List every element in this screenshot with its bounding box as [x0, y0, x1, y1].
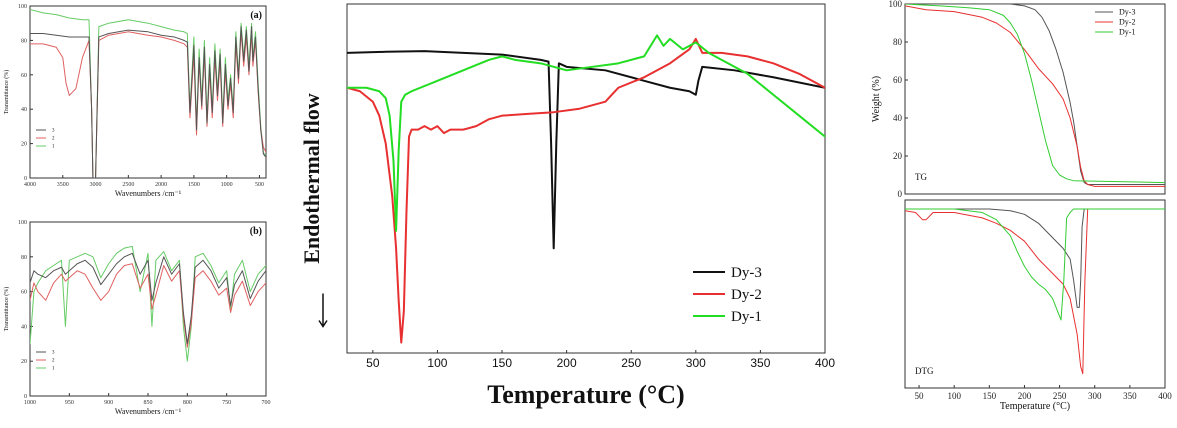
series-line-dy-1 [905, 208, 1165, 321]
legend-label-dy-1: Dy-1 [731, 309, 762, 325]
x-tick-label: 2000 [155, 182, 167, 188]
x-tick-label: 350 [750, 356, 770, 370]
x-tick-label: 300 [686, 356, 706, 370]
legend-label-dy-2: Dy-2 [731, 287, 762, 303]
series-line-dy-2 [347, 37, 825, 344]
y-tick-label: 80 [21, 255, 27, 261]
x-tick-label: 900 [104, 400, 113, 406]
x-tick-label: 500 [255, 182, 264, 188]
chart-dtg: 50 100 150 200 250 300 350 400 Temperature (°C) D… [904, 199, 1172, 412]
y-tick-label: 60 [21, 73, 27, 79]
x-tick-label: 300 [1088, 391, 1102, 401]
y-axis-label: Weight (%) [871, 76, 882, 122]
x-tick-label: 100 [947, 391, 961, 401]
y-tick-label: 100 [18, 4, 27, 10]
x-tick-label: 2500 [122, 182, 134, 188]
x-tick-label: 3000 [90, 182, 102, 188]
legend-label-2: 2 [52, 359, 55, 364]
legend-label-3: 3 [52, 129, 55, 134]
y-tick-label: 100 [18, 220, 27, 226]
series-line-dy-3 [905, 4, 1165, 185]
x-tick-label: 250 [1053, 391, 1067, 401]
y-tick-label: 0 [898, 189, 903, 199]
y-tick-label: 80 [21, 38, 27, 44]
series-line-dy-1 [905, 4, 1165, 184]
x-axis-label: Wavenumbers /cm⁻¹ [115, 189, 182, 198]
x-tick-label: 350 [1123, 391, 1137, 401]
panel-label: TG [915, 172, 927, 182]
legend-label-3: 3 [52, 351, 55, 356]
series-line-2 [30, 263, 266, 348]
y-tick-label: 20 [21, 142, 27, 148]
y-tick-label: 20 [21, 359, 27, 365]
series-line-dy-1 [347, 34, 825, 232]
panel-label: (a) [250, 10, 262, 21]
series-line-dy-2 [905, 208, 1165, 375]
y-tick-label: 60 [21, 290, 27, 296]
series-line-2 [30, 31, 266, 178]
x-tick-label: 3500 [57, 182, 69, 188]
legend-label-dy-3: Dy-3 [731, 265, 762, 281]
x-tick-label: 200 [1018, 391, 1032, 401]
x-tick-label: 700 [262, 400, 271, 406]
endotherm-arrow-head [318, 320, 328, 328]
x-tick-label: 4000 [24, 182, 36, 188]
series-line-dy-2 [905, 5, 1165, 187]
x-tick-label: 100 [427, 356, 447, 370]
y-axis-label: Endothermal flow [299, 93, 324, 264]
series-line-3 [30, 252, 266, 345]
legend-label-1: 1 [52, 367, 55, 372]
panel-label: (b) [250, 226, 262, 237]
y-tick-label: 100 [889, 0, 903, 9]
x-tick-label: 800 [183, 400, 192, 406]
x-axis-label: Wavenumbers /cm⁻¹ [115, 407, 182, 416]
x-tick-label: 750 [222, 400, 231, 406]
y-tick-label: 0 [24, 176, 27, 182]
y-tick-label: 60 [893, 75, 903, 85]
x-tick-label: 400 [1158, 391, 1172, 401]
y-tick-label: 40 [21, 324, 27, 330]
x-tick-label: 50 [915, 391, 925, 401]
legend-label-dy-1: Dy-1 [1119, 28, 1135, 37]
legend-label-1: 1 [52, 145, 55, 150]
x-axis-label: Temperature (°C) [1000, 401, 1070, 412]
series-line-1 [30, 245, 266, 362]
y-tick-label: 40 [21, 107, 27, 113]
y-axis-label: Transmittance (%) [3, 70, 10, 115]
series-line-dy-3 [347, 50, 825, 250]
y-tick-label: 0 [24, 394, 27, 400]
chart-ir_b: 1000 950 900 850 800 750 700 0 20 40 60 80 100 Wavenu… [3, 220, 271, 416]
legend-label-dy-3: Dy-3 [1119, 8, 1135, 17]
x-tick-label: 950 [65, 400, 74, 406]
x-axis-label: Temperature (°C) [487, 380, 684, 409]
x-tick-label: 400 [815, 356, 835, 370]
x-tick-label: 150 [983, 391, 997, 401]
y-axis-label: Transmittance (%) [3, 287, 10, 332]
x-tick-label: 150 [492, 356, 512, 370]
series-line-dy-3 [905, 208, 1165, 308]
y-tick-label: 80 [893, 37, 903, 47]
x-tick-label: 250 [621, 356, 641, 370]
chart-tg: 0 20 40 60 80 100 Weight (%) TG Dy-3Dy-2Dy-1 [871, 0, 1166, 199]
legend-label-2: 2 [52, 137, 55, 142]
plot-frame [904, 3, 1166, 195]
x-tick-label: 1500 [188, 182, 200, 188]
x-tick-label: 1000 [24, 400, 36, 406]
x-tick-label: 850 [144, 400, 153, 406]
x-tick-label: 200 [557, 356, 577, 370]
chart-ir_a: 4000 3500 3000 2500 2000 1500 1000 500 0 20 40 60 80… [3, 4, 267, 198]
plot-frame [904, 199, 1166, 389]
y-tick-label: 40 [893, 113, 903, 123]
panel-label: DTG [915, 366, 934, 376]
x-tick-label: 1000 [221, 182, 233, 188]
series-line-3 [30, 26, 266, 178]
y-tick-label: 20 [893, 151, 903, 161]
plot-frame [346, 3, 826, 354]
chart-dsc: 50 100 150 200 250 300 350 400 Temperature (°C) E… [299, 3, 835, 409]
plot-frame [29, 5, 267, 179]
legend-label-dy-2: Dy-2 [1119, 18, 1135, 27]
x-tick-label: 50 [366, 356, 380, 370]
series-line-1 [30, 8, 266, 178]
